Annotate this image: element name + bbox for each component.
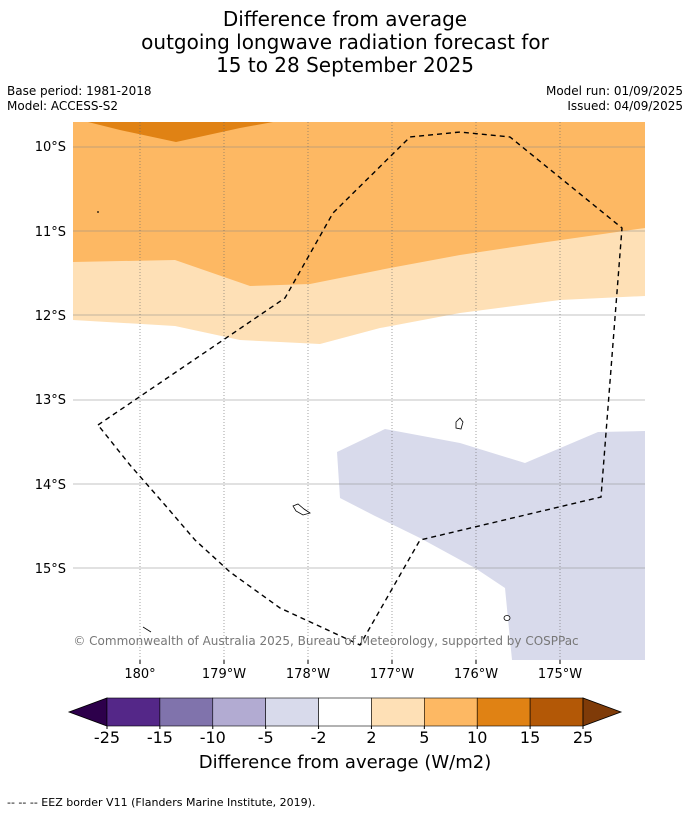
lat-label-10s: 10°S: [35, 140, 66, 155]
colorbar-bin: [476, 697, 531, 727]
island-southwest: [142, 626, 152, 633]
lon-label-175w: 175°W: [538, 667, 582, 682]
colorbar-label: Difference from average (W/m2): [198, 752, 492, 773]
lon-label-180: 180°: [124, 667, 155, 682]
island-central: [292, 503, 311, 516]
colorbar-bin: [159, 697, 214, 727]
anomaly-region-mid-orange: [73, 122, 645, 286]
lat-label-11s: 11°S: [35, 225, 66, 240]
islet-northwest: [97, 211, 99, 213]
lat-label-12s: 12°S: [35, 309, 66, 324]
colorbar-bin: [424, 697, 478, 727]
eez-legend: -- -- -- EEZ border V11 (Flanders Marine…: [7, 796, 316, 809]
lat-label-13s: 13°S: [35, 393, 66, 408]
colorbar-bin: [212, 697, 266, 727]
lat-gridlines: [73, 146, 645, 569]
colorbar-extend-max: [582, 697, 623, 727]
colorbar-tick-label: -2: [311, 728, 327, 747]
colorbar-bin: [529, 697, 584, 727]
anomaly-region-dark-orange: [88, 122, 273, 142]
lon-tick-marks: [139, 660, 561, 664]
island-northeast: [455, 417, 464, 430]
base-period: Base period: 1981-2018: [7, 84, 152, 98]
colorbar-extend-min: [67, 697, 108, 727]
colorbar-tick-label: -25: [94, 728, 120, 747]
colorbar-tick-label: -10: [200, 728, 226, 747]
model-name: Model: ACCESS-S2: [7, 99, 119, 113]
lon-label-177w: 177°W: [370, 667, 414, 682]
title-line-3: 15 to 28 September 2025: [216, 53, 474, 77]
title-line-2: outgoing longwave radiation forecast for: [141, 30, 549, 54]
colorbar-tick-label: 25: [573, 728, 593, 747]
lat-label-15s: 15°S: [35, 562, 66, 577]
colorbar-tick-label: 5: [419, 728, 429, 747]
eez-border: [96, 131, 623, 646]
colorbar-tick-label: 2: [366, 728, 376, 747]
issued-date: Issued: 04/09/2025: [567, 99, 683, 113]
lon-label-176w: 176°W: [454, 667, 498, 682]
colorbar-tick-label: 15: [520, 728, 540, 747]
model-run: Model run: 01/09/2025: [545, 84, 683, 98]
colorbar: -25 -15 -10 -5 -2 2 5 10 15 25: [67, 697, 623, 747]
colorbar-tick-label: -5: [258, 728, 274, 747]
map-plot-area: © Commonwealth of Australia 2025, Bureau…: [73, 122, 645, 660]
title-line-1: Difference from average: [222, 7, 468, 31]
lat-labels: 10°S 11°S 12°S 13°S 14°S 15°S: [35, 140, 66, 577]
map-title: Difference from average outgoing longwav…: [0, 8, 690, 77]
colorbar-bin: [106, 697, 161, 727]
island-southeast: [503, 615, 511, 621]
colorbar-bin: [265, 697, 319, 727]
lon-label-178w: 178°W: [286, 667, 330, 682]
copyright-text: © Commonwealth of Australia 2025, Bureau…: [73, 634, 578, 648]
colorbar-bin: [371, 697, 425, 727]
colorbar-tick-label: -15: [147, 728, 173, 747]
colorbar-tick-label: 10: [467, 728, 487, 747]
meta-left: Base period: 1981-2018 Model: ACCESS-S2: [7, 84, 152, 114]
map-figure: © Commonwealth of Australia 2025, Bureau…: [35, 122, 645, 747]
lat-label-14s: 14°S: [35, 478, 66, 493]
anomaly-region-lavender: [337, 429, 645, 660]
meta-right: Model run: 01/09/2025 Issued: 04/09/2025: [546, 84, 683, 114]
lon-labels: 180° 179°W 178°W 177°W 176°W 175°W: [124, 667, 582, 682]
colorbar-bin: [318, 697, 372, 727]
lon-label-179w: 179°W: [202, 667, 246, 682]
